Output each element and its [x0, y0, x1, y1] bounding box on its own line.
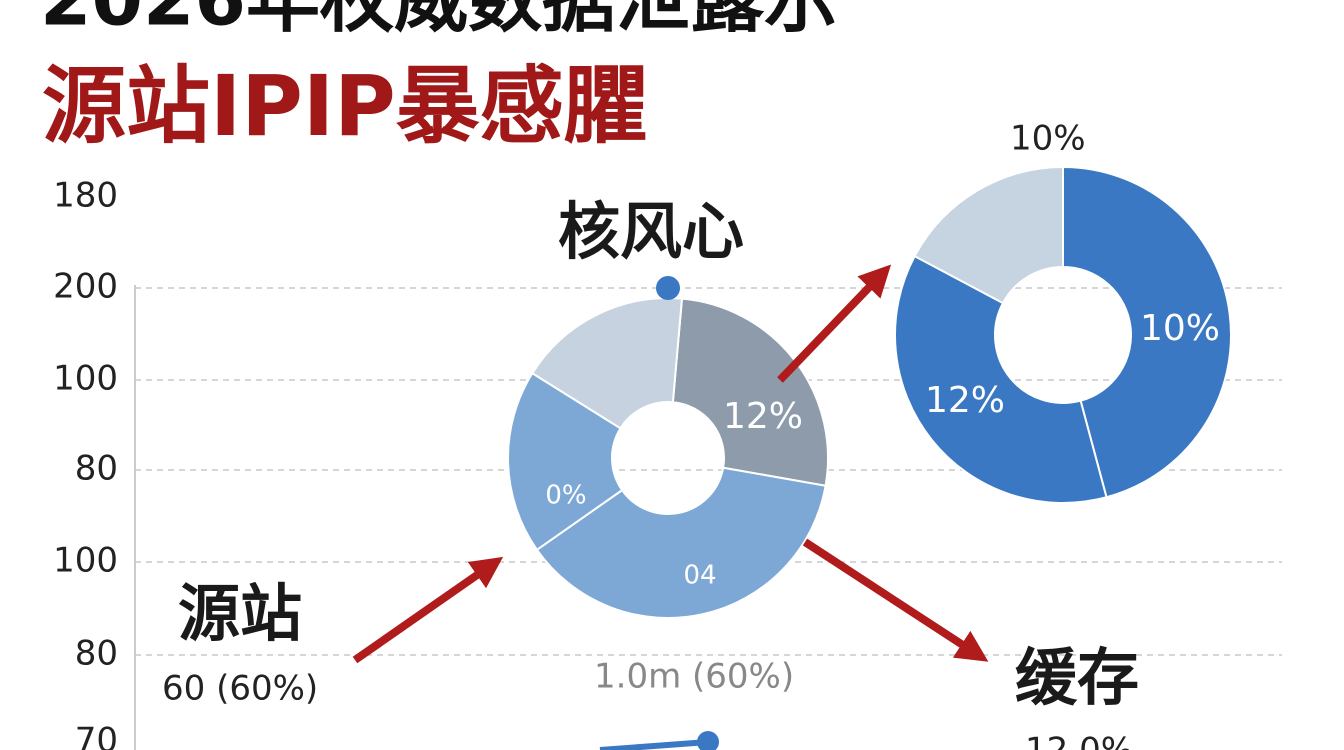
donut-label: 10% — [1140, 308, 1220, 349]
label: 10% — [1010, 119, 1086, 159]
donut-segment — [913, 165, 1064, 305]
arrow — [352, 556, 504, 664]
donut-label: 12% — [925, 380, 1005, 421]
arrow — [802, 538, 989, 662]
donut-segment — [671, 297, 829, 487]
axis-label: 80 — [75, 634, 118, 674]
donut-large — [894, 165, 1232, 504]
label: 源站 — [178, 577, 302, 650]
dot — [656, 276, 680, 300]
donut-small — [507, 297, 829, 619]
axis-label: 100 — [53, 359, 118, 399]
label: 60 (60%) — [162, 669, 318, 709]
donut-label: 12% — [723, 396, 803, 437]
donut-segment — [535, 466, 827, 619]
donut-segment — [894, 254, 1108, 504]
label: 12.0% — [1025, 731, 1133, 750]
donut-label: 0% — [545, 481, 586, 511]
axis-label: 80 — [75, 449, 118, 489]
donut-segment — [1062, 165, 1232, 499]
axis-label: 70 — [75, 721, 118, 750]
line-fragment — [599, 739, 709, 750]
axis-label: 180 — [53, 176, 118, 216]
label: 缓存 — [1015, 641, 1139, 714]
donut-label: 04 — [683, 561, 716, 591]
arrow — [777, 264, 892, 383]
subtitle: 源站IPIP暴感臞 — [42, 57, 648, 155]
dot — [697, 731, 719, 750]
title: 2026年权威数据泄露示 — [40, 0, 838, 43]
donut-segment — [507, 371, 624, 552]
label: 1.0m (60%) — [594, 657, 794, 697]
label: 核风心 — [558, 195, 744, 268]
axis-label: 100 — [53, 541, 118, 581]
axis-label: 200 — [53, 267, 118, 307]
